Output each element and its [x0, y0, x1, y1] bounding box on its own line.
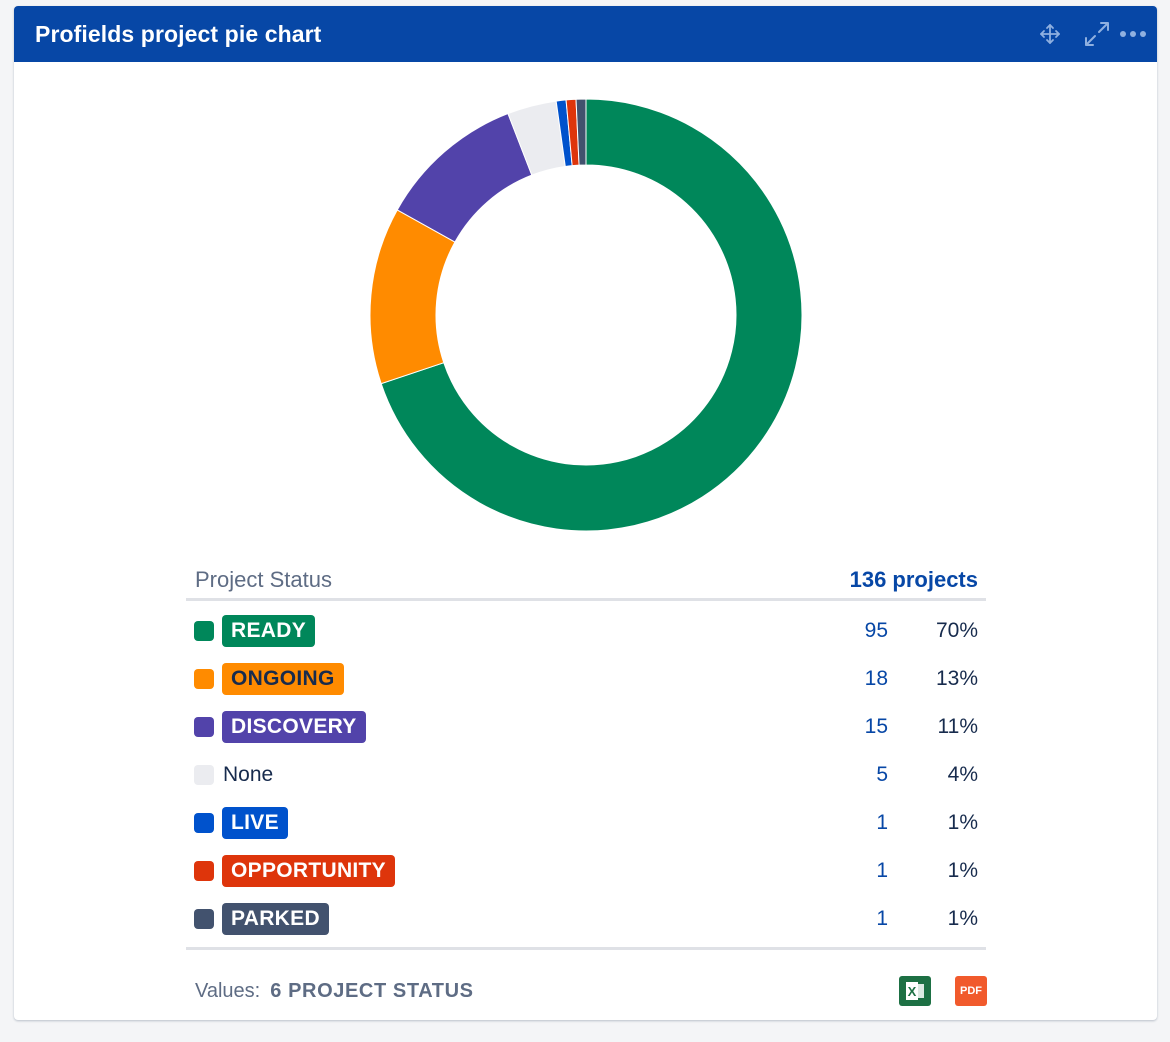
- status-label: DISCOVERY: [222, 711, 366, 743]
- status-row[interactable]: None 5 4%: [186, 751, 986, 799]
- legend-swatch: [194, 717, 214, 737]
- status-count[interactable]: 15: [864, 715, 888, 738]
- legend-swatch: [194, 765, 214, 785]
- status-count[interactable]: 1: [876, 811, 888, 834]
- status-percent: 70%: [935, 619, 978, 642]
- values-text: 6 PROJECT STATUS: [270, 979, 474, 1002]
- pdf-export-icon[interactable]: PDF: [955, 976, 987, 1006]
- status-count[interactable]: 1: [876, 859, 888, 882]
- status-row[interactable]: ONGOING 18 13%: [186, 655, 986, 703]
- status-percent: 13%: [935, 667, 978, 690]
- status-row[interactable]: READY 95 70%: [186, 607, 986, 655]
- total-projects-link[interactable]: 136 projects: [849, 567, 978, 592]
- header-actions: [1039, 6, 1147, 62]
- status-label: LIVE: [222, 807, 288, 839]
- legend-swatch: [194, 813, 214, 833]
- pie-slice-ongoing[interactable]: [369, 209, 456, 385]
- chart-area: [14, 62, 1157, 542]
- gadget-header: Profields project pie chart: [14, 6, 1157, 62]
- status-label: READY: [222, 615, 316, 647]
- legend-swatch: [194, 861, 214, 881]
- column-label: Project Status: [195, 567, 332, 592]
- donut-chart: [369, 98, 803, 532]
- more-icon[interactable]: [1119, 19, 1147, 49]
- pie-slice-ready[interactable]: [380, 98, 803, 532]
- legend-swatch: [194, 621, 214, 641]
- pie-slice-parked[interactable]: [575, 98, 587, 166]
- gadget-title: Profields project pie chart: [35, 20, 322, 47]
- status-label: PARKED: [222, 903, 329, 935]
- status-row[interactable]: LIVE 1 1%: [186, 799, 986, 847]
- status-percent: 1%: [947, 859, 978, 882]
- status-count[interactable]: 5: [876, 763, 888, 786]
- status-label: OPPORTUNITY: [222, 855, 395, 887]
- status-row[interactable]: PARKED 1 1%: [186, 895, 986, 943]
- status-row[interactable]: OPPORTUNITY 1 1%: [186, 847, 986, 895]
- export-actions: X PDF: [899, 976, 995, 1006]
- status-count[interactable]: 95: [864, 619, 888, 642]
- table-header: Project Status 136 projects: [186, 562, 986, 601]
- status-percent: 1%: [947, 811, 978, 834]
- legend-swatch: [194, 909, 214, 929]
- status-percent: 1%: [947, 907, 978, 930]
- status-count[interactable]: 18: [864, 667, 888, 690]
- legend-swatch: [194, 669, 214, 689]
- status-label: None: [223, 763, 274, 786]
- move-icon[interactable]: [1039, 19, 1061, 49]
- pdf-icon-text: PDF: [960, 985, 982, 997]
- status-table: Project Status 136 projects READY 95 70% ON…: [186, 562, 986, 950]
- expand-icon[interactable]: [1083, 19, 1111, 49]
- pie-chart-gadget: Profields project pie chart: [14, 6, 1157, 1020]
- status-percent: 4%: [947, 763, 978, 786]
- gadget-footer: Values: 6 PROJECT STATUS X PDF: [186, 969, 995, 1013]
- status-label: ONGOING: [222, 663, 344, 695]
- status-percent: 11%: [937, 715, 978, 738]
- status-row[interactable]: DISCOVERY 15 11%: [186, 703, 986, 751]
- status-count[interactable]: 1: [876, 907, 888, 930]
- values-label: Values:: [195, 979, 261, 1002]
- excel-icon-text: X: [908, 984, 917, 999]
- excel-export-icon[interactable]: X: [899, 976, 931, 1006]
- status-rows: READY 95 70% ONGOING 18 13% DISCOVERY 15 11% None…: [186, 601, 986, 950]
